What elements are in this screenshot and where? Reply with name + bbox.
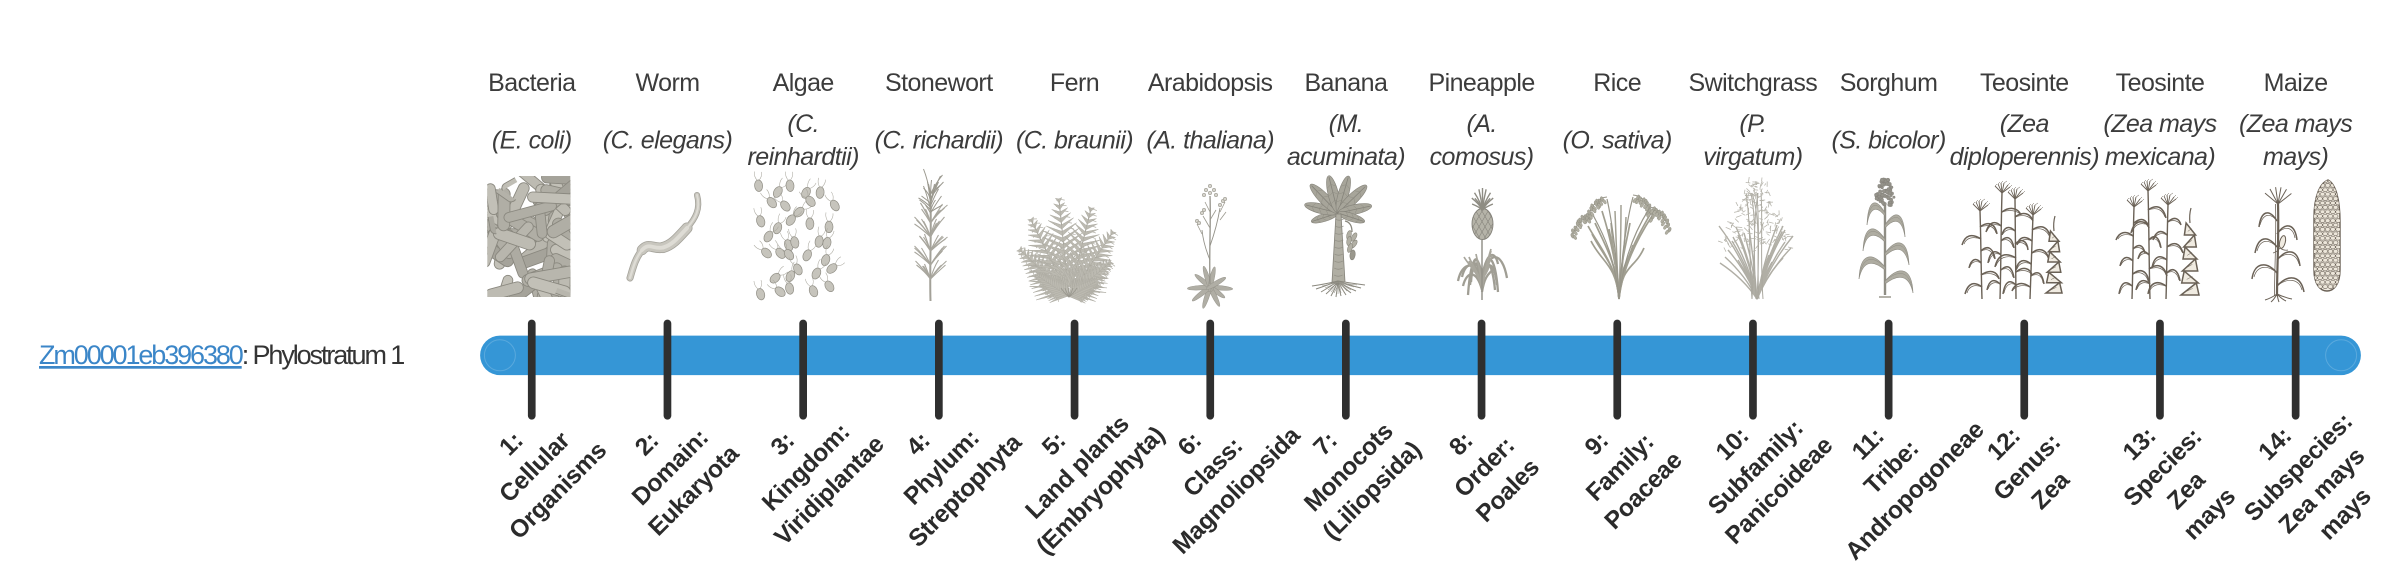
svg-text:(C.: (C. — [787, 110, 819, 138]
svg-text:Rice: Rice — [1593, 69, 1641, 97]
svg-text:(C. elegans): (C. elegans) — [603, 127, 733, 155]
svg-text:Bacteria: Bacteria — [488, 69, 576, 97]
svg-text:Algae: Algae — [773, 69, 834, 97]
svg-text:(A. thaliana): (A. thaliana) — [1146, 127, 1274, 155]
svg-text:virgatum): virgatum) — [1703, 143, 1802, 171]
svg-text:Stonewort: Stonewort — [885, 69, 993, 97]
svg-text:Banana: Banana — [1304, 69, 1388, 97]
svg-text:Pineapple: Pineapple — [1428, 69, 1534, 97]
svg-text:Teosinte: Teosinte — [1980, 69, 2069, 97]
svg-text:mexicana): mexicana) — [2105, 143, 2215, 171]
svg-text:Zm00001eb396380: Phylostratum: Zm00001eb396380: Phylostratum 1 — [39, 340, 404, 370]
svg-text:reinhardtii): reinhardtii) — [747, 143, 859, 171]
svg-text:Fern: Fern — [1050, 69, 1099, 97]
svg-text:(S. bicolor): (S. bicolor) — [1831, 127, 1945, 155]
svg-text:Sorghum: Sorghum — [1840, 69, 1938, 97]
svg-text:(Zea: (Zea — [2000, 110, 2050, 138]
svg-text:Teosinte: Teosinte — [2116, 69, 2205, 97]
svg-text:(P.: (P. — [1739, 110, 1766, 138]
svg-text:(O. sativa): (O. sativa) — [1563, 127, 1672, 155]
svg-text:comosus): comosus) — [1430, 143, 1534, 171]
svg-text:(C. braunii): (C. braunii) — [1016, 127, 1133, 155]
svg-text:mays): mays) — [2263, 143, 2328, 171]
svg-text:Arabidopsis: Arabidopsis — [1148, 69, 1273, 97]
svg-text:Worm: Worm — [636, 69, 700, 97]
svg-text:diploperennis): diploperennis) — [1950, 143, 2099, 171]
svg-text:(Zea mays: (Zea mays — [2103, 110, 2216, 138]
svg-text:Switchgrass: Switchgrass — [1689, 69, 1818, 97]
svg-text:Maize: Maize — [2264, 69, 2328, 97]
svg-text:(E. coli): (E. coli) — [492, 127, 572, 155]
svg-text:(C. richardii): (C. richardii) — [875, 127, 1003, 155]
svg-text:(Zea mays: (Zea mays — [2239, 110, 2352, 138]
svg-text:(M.: (M. — [1329, 110, 1363, 138]
svg-text:(A.: (A. — [1466, 110, 1496, 138]
svg-text:acuminata): acuminata) — [1287, 143, 1405, 171]
